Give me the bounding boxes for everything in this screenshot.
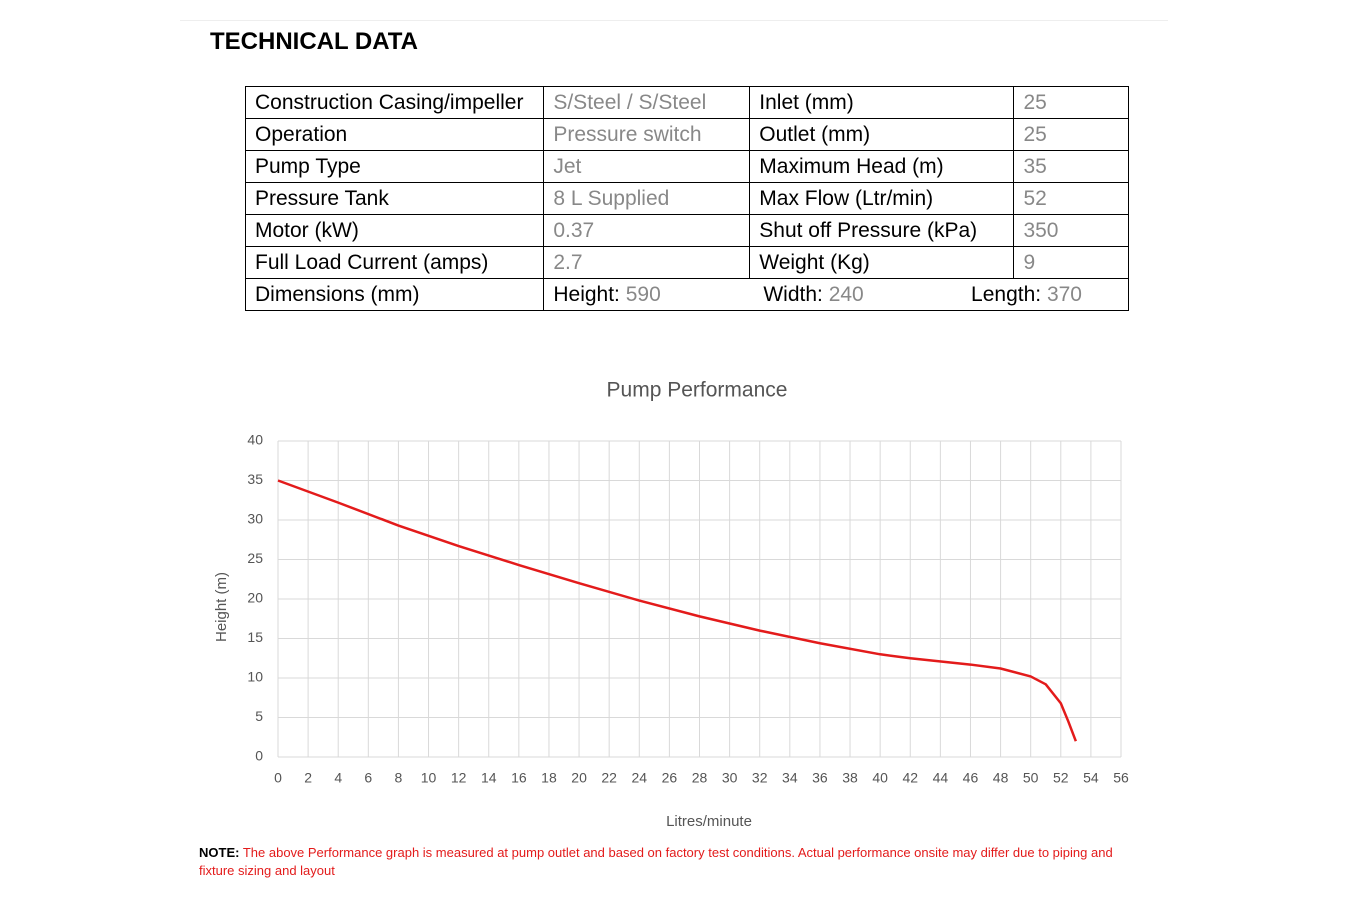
cell-value: 2.7 [543, 246, 751, 279]
cell-value: 0.37 [543, 214, 751, 247]
dimension: Width: 240 [751, 283, 948, 307]
table-row: Pressure Tank 8 L Supplied Max Flow (Ltr/m… [244, 182, 1129, 215]
dimension-value: 240 [828, 282, 864, 306]
x-tick-label: 10 [421, 770, 437, 786]
x-tick-label: 30 [722, 770, 738, 786]
note-label: NOTE: [199, 845, 240, 860]
dimension-label: Height: [553, 282, 620, 306]
cell-value: 25 [1013, 86, 1129, 119]
cell-value: Pressure switch [543, 118, 751, 151]
x-axis-label: Litres/minute [666, 813, 752, 830]
cell-value: 52 [1013, 182, 1129, 215]
cell-value: Jet [543, 150, 751, 183]
dimension-label: Width: [763, 282, 823, 306]
dimension: Height: 590 [544, 283, 751, 307]
dimension: Length: 370 [948, 283, 1128, 307]
x-tick-label: 48 [993, 770, 1009, 786]
dimension-value: 590 [625, 282, 661, 306]
cell-label: Motor (kW) [244, 214, 545, 247]
x-tick-label: 40 [872, 770, 888, 786]
cell-label: Full Load Current (amps) [244, 246, 545, 279]
cell-label: Dimensions (mm) [244, 278, 545, 311]
x-tick-label: 2 [304, 770, 312, 786]
x-tick-label: 28 [692, 770, 708, 786]
table-row: Operation Pressure switch Outlet (mm) 25 [244, 118, 1129, 151]
x-tick-label: 8 [395, 770, 403, 786]
x-tick-label: 16 [511, 770, 527, 786]
data-line [277, 479, 1078, 742]
x-tick-label: 42 [902, 770, 918, 786]
cell-value: 350 [1013, 214, 1129, 247]
x-tick-label: 12 [451, 770, 467, 786]
y-tick-label: 5 [255, 708, 263, 724]
x-tick-label: 0 [274, 770, 282, 786]
y-tick-label: 25 [247, 550, 263, 566]
note-text: The above Performance graph is measured … [199, 845, 1113, 878]
x-tick-label: 46 [963, 770, 979, 786]
dimensions: Height: 590 Width: 240 Length: 370 [544, 283, 1128, 307]
x-tick-label: 24 [631, 770, 647, 786]
y-tick-label: 20 [247, 590, 263, 606]
dimension-label: Length: [971, 282, 1042, 306]
table-row: Pump Type Jet Maximum Head (m) 35 [244, 150, 1129, 183]
y-tick-label: 15 [247, 629, 263, 645]
chart-title: Pump Performance [607, 379, 788, 402]
x-tick-label: 44 [933, 770, 949, 786]
cell-label: Operation [244, 118, 545, 151]
cell-value: 8 L Supplied [543, 182, 751, 215]
cell-label: Weight (Kg) [749, 246, 1015, 279]
x-tick-label: 54 [1083, 770, 1099, 786]
y-tick-label: 0 [255, 748, 263, 764]
cell-value: 25 [1013, 118, 1129, 151]
table-row: Construction Casing/impeller S/Steel / S/… [244, 86, 1129, 119]
x-tick-label: 50 [1023, 770, 1039, 786]
x-tick-label: 18 [541, 770, 557, 786]
x-tick-label: 4 [334, 770, 342, 786]
x-tick-label: 6 [364, 770, 372, 786]
y-tick-label: 30 [247, 511, 263, 527]
x-tick-label: 34 [782, 770, 798, 786]
y-tick-label: 35 [247, 471, 263, 487]
y-axis-label: Height (m) [213, 572, 230, 642]
x-tick-label: 14 [481, 770, 497, 786]
spec-table: Construction Casing/impeller S/Steel / S/… [244, 86, 1129, 311]
x-tick-label: 20 [571, 770, 587, 786]
table-row: Dimensions (mm) Height: 590 Width: 240 Leng… [244, 278, 1129, 311]
x-tick-label: 36 [812, 770, 828, 786]
divider [180, 20, 1168, 21]
cell-label: Pressure Tank [244, 182, 545, 215]
x-tick-label: 52 [1053, 770, 1069, 786]
note: NOTE: The above Performance graph is mea… [199, 844, 1144, 880]
dimensions-cell: Height: 590 Width: 240 Length: 370 [543, 278, 1129, 311]
x-tick-label: 26 [662, 770, 678, 786]
x-tick-label: 22 [601, 770, 617, 786]
x-tick-label: 32 [752, 770, 768, 786]
table-row: Full Load Current (amps) 2.7 Weight (Kg) 9 [244, 246, 1129, 279]
cell-label: Construction Casing/impeller [244, 86, 545, 119]
y-tick-label: 40 [247, 432, 263, 448]
cell-label: Outlet (mm) [749, 118, 1015, 151]
cell-label: Shut off Pressure (kPa) [749, 214, 1015, 247]
y-tick-label: 10 [247, 669, 263, 685]
table-row: Motor (kW) 0.37 Shut off Pressure (kPa) 350 [244, 214, 1129, 247]
title: TECHNICAL DATA [210, 28, 418, 55]
x-tick-label: 56 [1113, 770, 1129, 786]
x-tick-label: 38 [842, 770, 858, 786]
dimension-value: 370 [1046, 282, 1082, 306]
